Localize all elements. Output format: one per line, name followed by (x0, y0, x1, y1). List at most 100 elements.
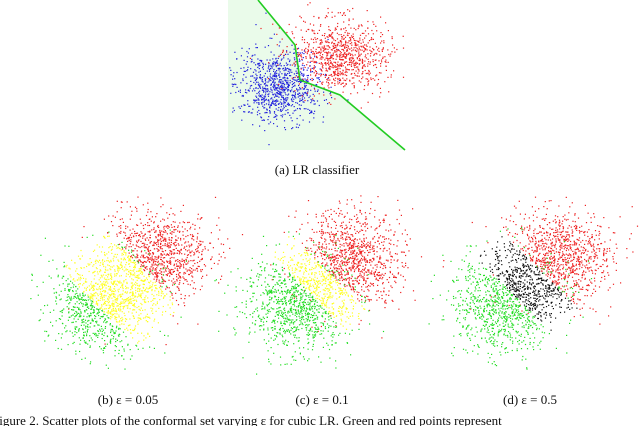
point (149, 269, 151, 271)
point (132, 337, 134, 339)
point (335, 325, 337, 327)
point (120, 230, 122, 233)
point (334, 80, 336, 82)
point (359, 49, 361, 51)
point (375, 277, 377, 279)
point (381, 61, 383, 63)
point (131, 232, 133, 234)
point (64, 289, 66, 291)
point (277, 68, 279, 70)
point (130, 272, 132, 274)
point (302, 95, 304, 97)
point (389, 251, 391, 253)
point (246, 61, 248, 63)
point (155, 310, 157, 312)
point (273, 63, 275, 65)
point (149, 242, 151, 244)
point (390, 255, 392, 257)
point (132, 304, 134, 306)
point (138, 290, 140, 292)
point (329, 59, 331, 62)
point (94, 285, 96, 287)
point (95, 297, 98, 299)
point (271, 97, 273, 99)
point (74, 327, 76, 330)
point (152, 252, 155, 254)
point (320, 42, 322, 44)
point (180, 248, 182, 250)
point (372, 21, 374, 23)
point (349, 43, 351, 45)
point (269, 105, 271, 107)
point (144, 238, 146, 240)
point (338, 215, 340, 217)
point (337, 64, 339, 67)
point (85, 325, 87, 327)
point (338, 82, 341, 84)
point (106, 253, 108, 255)
point (274, 89, 276, 91)
point (295, 72, 298, 74)
point (315, 216, 317, 218)
point (331, 36, 333, 38)
point (363, 257, 365, 259)
point (189, 267, 191, 269)
point (267, 99, 269, 102)
point (145, 247, 147, 249)
point (340, 235, 342, 237)
point (292, 112, 294, 114)
point (116, 284, 118, 286)
point (150, 300, 152, 302)
point (180, 316, 182, 318)
point (98, 310, 100, 312)
point (337, 77, 339, 80)
point (134, 256, 136, 258)
point (350, 40, 352, 42)
point (88, 319, 90, 322)
point (305, 56, 307, 58)
point (88, 270, 90, 273)
point (105, 291, 107, 293)
point (97, 330, 99, 332)
point (272, 80, 274, 83)
point (373, 272, 375, 274)
point (288, 261, 290, 263)
point (327, 274, 329, 276)
point (339, 59, 342, 61)
point (125, 336, 127, 338)
point (364, 260, 366, 262)
point (332, 257, 334, 259)
point (179, 265, 181, 267)
point (307, 4, 309, 6)
point (370, 226, 372, 228)
point (344, 53, 347, 55)
point (357, 261, 359, 263)
point (120, 286, 122, 288)
point (58, 284, 61, 286)
point (374, 275, 376, 277)
point (133, 283, 136, 285)
point (310, 38, 312, 40)
point (135, 295, 137, 298)
point (152, 312, 154, 314)
point (87, 320, 89, 322)
point (298, 54, 301, 56)
point (108, 304, 110, 306)
point (120, 318, 122, 320)
point (316, 84, 318, 86)
point (147, 208, 149, 211)
point (359, 37, 361, 39)
point (132, 274, 134, 276)
point (170, 263, 172, 265)
point (77, 255, 80, 257)
point (278, 96, 280, 98)
point (343, 288, 345, 290)
point (348, 69, 350, 71)
point (326, 246, 328, 248)
point (385, 59, 387, 61)
point (251, 90, 254, 92)
point (194, 228, 196, 230)
point (331, 37, 333, 39)
point (186, 256, 188, 259)
point (398, 308, 400, 310)
